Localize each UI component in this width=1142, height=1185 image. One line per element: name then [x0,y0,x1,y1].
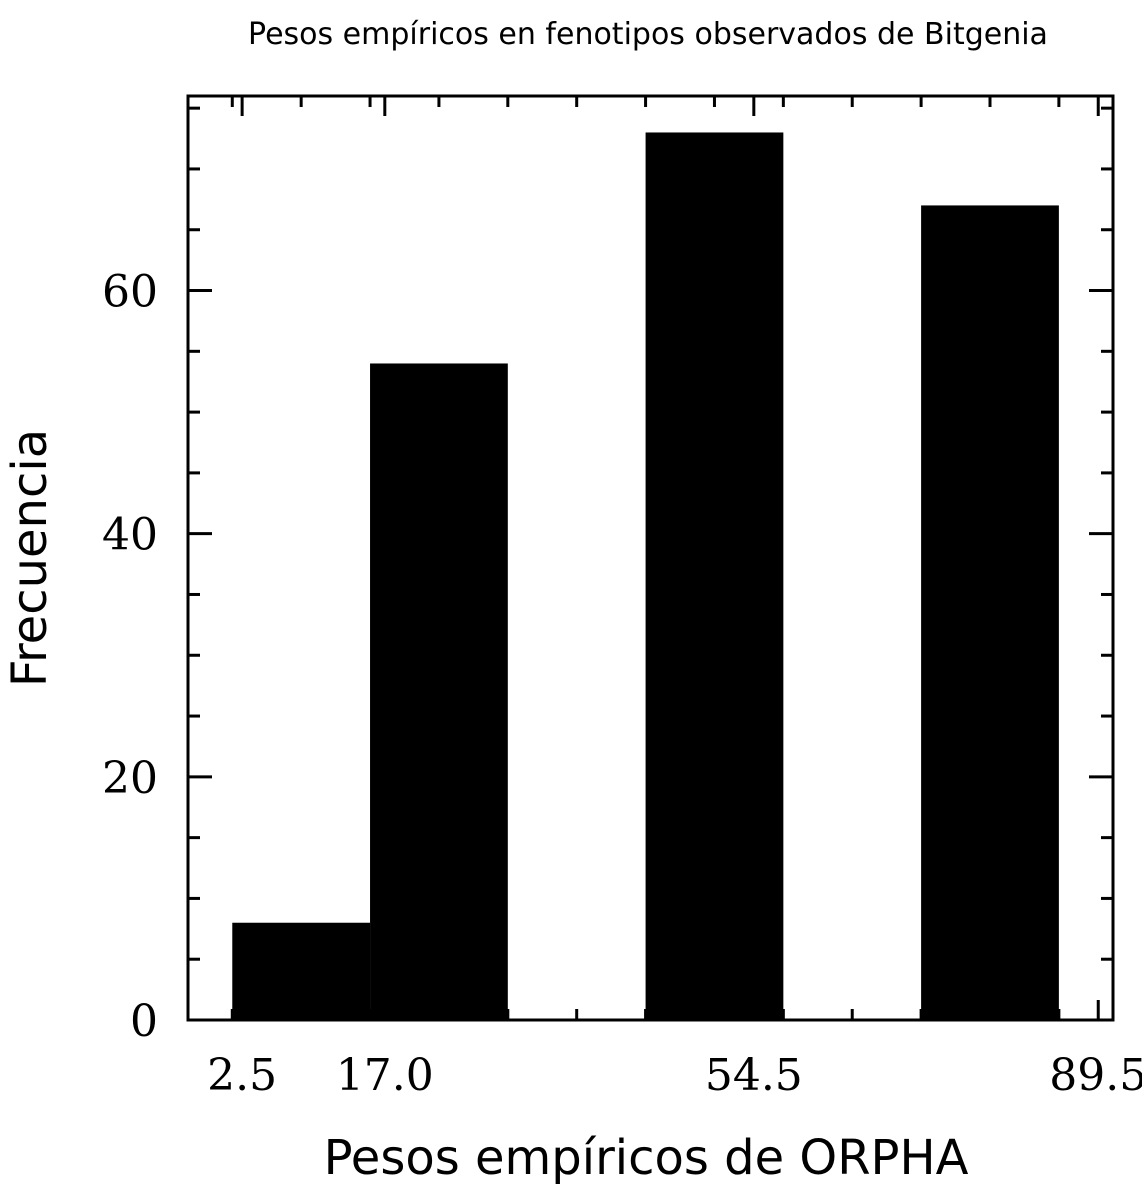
x-tick-label-3: 89.5 [1049,1050,1142,1101]
bar-5 [921,205,1059,1021]
y-tick-label-0: 0 [130,996,158,1047]
bar-1 [370,363,508,1020]
bars-group [232,132,1059,1021]
chart-title: Pesos empíricos en fenotipos observados … [248,17,1048,52]
y-tick-label-3: 60 [102,267,158,318]
plot-frame [186,94,1115,1022]
y-axis-label: Frecuencia [2,429,58,687]
x-tick-label-1: 17.0 [336,1050,434,1101]
bar-3 [645,132,784,1020]
x-axis-label: Pesos empíricos de ORPHA [324,1130,969,1185]
x-tick-label-2: 54.5 [705,1050,803,1101]
bar-0 [232,922,371,1020]
x-tick-label-0: 2.5 [207,1050,277,1101]
ticks-group [188,96,1113,1022]
y-tick-label-1: 20 [102,753,158,804]
y-tick-label-2: 40 [102,510,158,561]
tick-labels-group: 2.5 17.0 54.5 89.5 0 20 40 60 [102,267,1142,1101]
